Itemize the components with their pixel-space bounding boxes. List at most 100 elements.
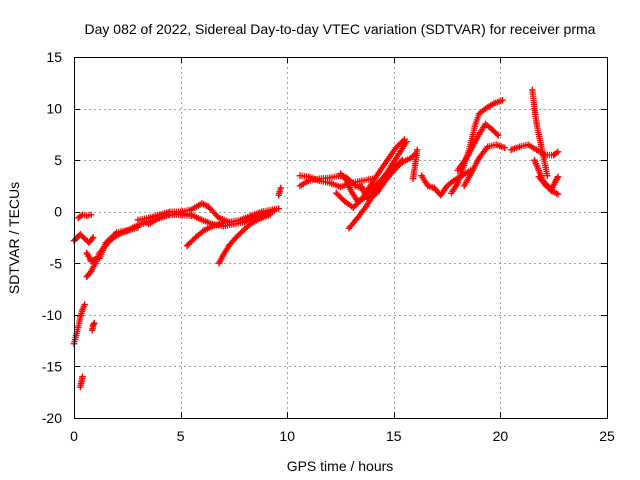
data-point (465, 151, 472, 159)
series-spike (529, 86, 551, 179)
data-point (354, 214, 361, 222)
data-point (166, 211, 174, 219)
data-point (79, 306, 86, 313)
data-point (373, 189, 380, 197)
series-tail-low (535, 173, 562, 198)
data-point (96, 254, 103, 262)
data-point (198, 200, 206, 207)
data-point (81, 235, 88, 242)
data-point (192, 234, 199, 241)
data-point (77, 231, 84, 238)
data-point (414, 146, 421, 154)
data-point (358, 196, 366, 203)
data-point (188, 211, 195, 219)
x-tick-label: 15 (386, 428, 402, 444)
data-point (554, 173, 562, 180)
data-point (548, 187, 555, 195)
data-point (533, 146, 540, 154)
y-tick-label: 15 (46, 49, 62, 65)
data-point (79, 373, 86, 380)
data-point (81, 301, 88, 308)
data-point (87, 258, 95, 265)
data-point (392, 144, 400, 151)
data-point (390, 167, 397, 174)
data-point (350, 204, 357, 211)
data-point (448, 189, 455, 197)
data-point (215, 260, 223, 267)
series-start-low (77, 373, 86, 391)
data-point (91, 319, 98, 327)
data-point (475, 154, 483, 162)
data-point (382, 177, 389, 184)
data-point (343, 177, 351, 184)
data-point (471, 122, 479, 130)
data-point (424, 182, 432, 190)
data-point (341, 198, 348, 205)
data-point (275, 205, 282, 212)
data-point (531, 156, 538, 164)
series-start-short (88, 319, 98, 334)
data-point (475, 110, 483, 117)
data-point (437, 192, 444, 199)
data-point (215, 214, 223, 222)
data-point (89, 234, 97, 241)
data-point (271, 207, 278, 214)
data-point (356, 181, 363, 189)
y-tick-label: -15 (42, 358, 62, 374)
series-start-top (75, 211, 95, 222)
data-point (177, 209, 184, 216)
data-point (72, 332, 80, 339)
data-point (315, 177, 323, 184)
series-rise-b (454, 120, 502, 174)
data-point (198, 216, 206, 224)
x-tick-label: 20 (493, 428, 509, 444)
data-point (296, 172, 304, 179)
data-point (490, 100, 498, 107)
data-point (337, 183, 344, 191)
data-point (365, 196, 372, 203)
data-point (220, 219, 227, 227)
series-mid-arc-2 (356, 150, 419, 203)
data-point (537, 141, 545, 148)
data-point (226, 241, 233, 248)
data-point (524, 141, 532, 148)
y-axis-label: SDTVAR / TECUs (6, 182, 22, 294)
data-point (507, 146, 515, 154)
data-point (554, 148, 562, 156)
data-point (205, 203, 212, 210)
data-point (501, 144, 508, 151)
series-early-dip (83, 249, 99, 265)
data-point (77, 383, 84, 391)
data-point (232, 234, 240, 241)
data-point (384, 156, 391, 164)
data-point (345, 225, 353, 232)
data-point (305, 173, 312, 180)
data-point (495, 132, 502, 139)
data-point (230, 220, 238, 228)
series-mid-arc (333, 136, 408, 211)
data-point (326, 179, 334, 187)
data-point (337, 170, 344, 177)
data-point (77, 313, 84, 321)
data-point (83, 249, 90, 257)
data-point (113, 229, 120, 236)
data-point (78, 378, 85, 386)
data-point (535, 131, 542, 138)
data-point (550, 151, 557, 159)
y-tick-label: -10 (42, 307, 62, 323)
data-point (454, 167, 461, 174)
data-point (102, 239, 110, 246)
data-point (156, 214, 163, 222)
data-point (418, 172, 425, 179)
data-point (83, 273, 90, 280)
data-point (92, 255, 99, 263)
grid-lines (74, 57, 607, 418)
data-point (347, 187, 355, 195)
data-point (396, 148, 404, 156)
series-arc-a (183, 219, 227, 249)
data-point (296, 182, 304, 190)
data-point (249, 218, 257, 226)
data-point (145, 214, 152, 222)
y-tick-label: 5 (54, 152, 62, 168)
